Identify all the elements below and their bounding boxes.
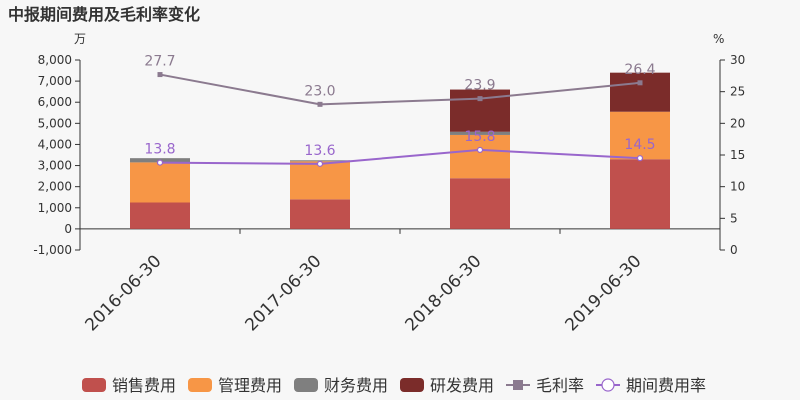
right-tick-label: 20 (730, 116, 745, 130)
legend-swatch (188, 378, 212, 392)
legend-label: 研发费用 (430, 376, 494, 395)
data-label: 14.5 (624, 137, 655, 153)
left-tick-label: 0 (64, 222, 72, 236)
bar-segment (290, 199, 350, 229)
series-line (159, 73, 641, 106)
line-point (156, 159, 164, 166)
left-tick-label: 7,000 (38, 74, 72, 88)
legend-swatch (82, 378, 106, 392)
data-label: 23.0 (304, 83, 335, 99)
line-point (317, 101, 323, 107)
bar-segment (450, 178, 510, 229)
chart-title: 中报期间费用及毛利率变化 (8, 5, 200, 24)
data-label: 13.6 (304, 143, 335, 159)
right-tick-label: 5 (730, 211, 738, 225)
legend-label: 财务费用 (324, 376, 388, 395)
data-labels: 27.7 23.0 23.9 26.4 13.8 13.6 15.8 14.5 (144, 54, 655, 159)
bar-segment (290, 161, 350, 200)
data-label: 13.8 (144, 142, 175, 158)
x-tick-label: 2016-06-30 (82, 251, 166, 335)
line-point (316, 160, 324, 167)
left-tick-label: 2,000 (38, 180, 72, 194)
left-tick-label: 1,000 (38, 201, 72, 215)
bar-segment (610, 111, 670, 160)
right-axis-unit: % (713, 32, 724, 46)
x-tick-label: 2019-06-30 (562, 251, 646, 335)
bar-segment (130, 162, 190, 203)
legend-label: 管理费用 (218, 376, 282, 395)
data-label: 23.9 (464, 78, 495, 94)
legend-marker (513, 380, 523, 390)
left-axis-unit: 万 (74, 32, 86, 46)
data-label: 15.8 (464, 129, 495, 145)
legend-swatch (294, 378, 318, 392)
right-tick-label: 15 (730, 148, 745, 162)
right-tick-label: 25 (730, 85, 745, 99)
line-point (157, 72, 163, 78)
line-point (637, 80, 643, 86)
line-point (476, 146, 484, 154)
legend-marker (601, 378, 615, 392)
left-tick-label: 4,000 (38, 137, 72, 151)
legend-label: 毛利率 (536, 376, 584, 395)
data-label: 27.7 (144, 54, 175, 70)
x-tick-label: 2018-06-30 (402, 251, 486, 335)
bar-series (130, 72, 670, 229)
right-tick-label: 0 (730, 243, 738, 257)
bar-segment (450, 131, 510, 135)
left-tick-label: -1,000 (33, 243, 72, 257)
series-line (159, 148, 641, 165)
data-label: 26.4 (624, 62, 655, 78)
bar-segment (610, 159, 670, 229)
left-tick-label: 5,000 (38, 116, 72, 130)
bar-segment (130, 202, 190, 229)
left-tick-label: 8,000 (38, 53, 72, 67)
left-tick-label: 6,000 (38, 95, 72, 109)
legend-label: 期间费用率 (626, 376, 706, 395)
legend-label: 销售费用 (112, 376, 176, 395)
right-tick-label: 30 (730, 53, 745, 67)
line-series (156, 72, 644, 167)
left-tick-label: 3,000 (38, 159, 72, 173)
legend: 销售费用 管理费用 财务费用 研发费用 毛利率 期间费用率 (82, 376, 706, 395)
x-tick-label: 2017-06-30 (242, 251, 326, 335)
bar-segment (610, 72, 670, 112)
line-point (636, 155, 644, 162)
right-tick-label: 10 (730, 180, 745, 194)
bar-segment (450, 134, 510, 179)
legend-swatch (400, 378, 424, 392)
line-point (477, 96, 483, 102)
